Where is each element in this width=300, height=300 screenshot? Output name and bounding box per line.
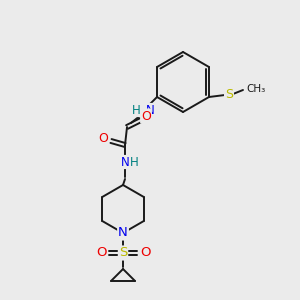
Text: O: O (141, 110, 151, 122)
Text: O: O (140, 247, 150, 260)
Text: H: H (130, 155, 138, 169)
Text: S: S (225, 88, 233, 101)
Text: N: N (121, 155, 129, 169)
Text: H: H (132, 103, 141, 116)
Text: N: N (146, 103, 155, 116)
Text: O: O (96, 247, 106, 260)
Text: S: S (119, 247, 127, 260)
Text: N: N (118, 226, 128, 239)
Text: O: O (98, 131, 108, 145)
Text: CH₃: CH₃ (246, 84, 265, 94)
